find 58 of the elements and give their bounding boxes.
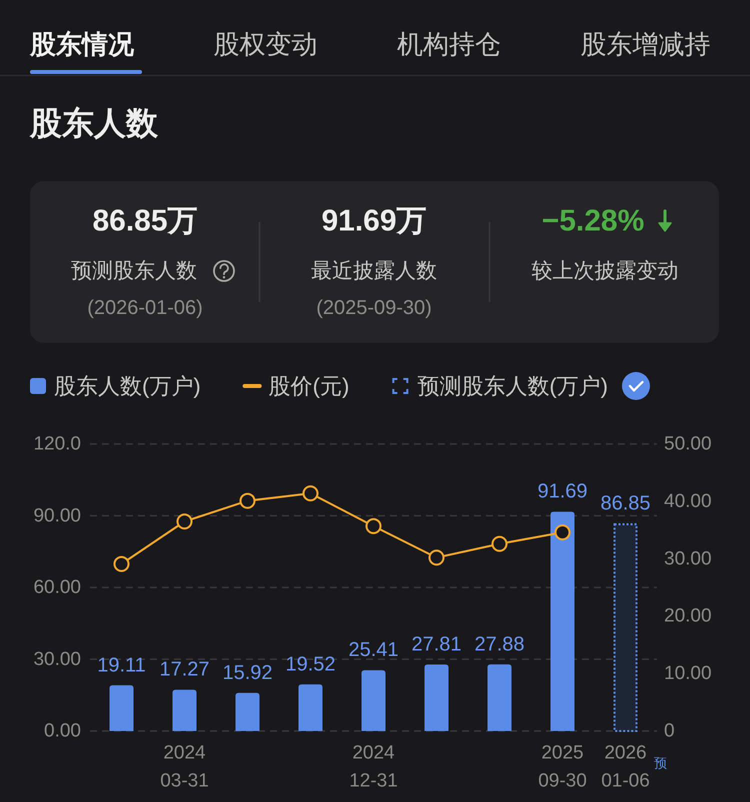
point xyxy=(114,556,130,572)
text: (2026-01-06) xyxy=(87,297,203,319)
y-tick-label: 30.00 xyxy=(33,648,81,670)
y2-tick-label: 40.00 xyxy=(664,490,712,512)
point xyxy=(554,524,570,540)
legend-label: 股东人数(万户) xyxy=(54,374,201,398)
y-tick-label: 120.0 xyxy=(33,434,81,454)
text: −5.28% xyxy=(542,204,644,238)
data-label: 19.11 xyxy=(97,654,146,676)
data-label: 25.41 xyxy=(348,639,399,662)
x-tick-label: 2025 09-30 xyxy=(538,742,587,792)
data-label: 15.92 xyxy=(222,662,273,684)
point xyxy=(366,518,382,534)
data-label: 27.88 xyxy=(474,633,525,656)
x-tick-label: 2024 03-31 xyxy=(160,742,209,792)
data-label: 27.81 xyxy=(411,633,462,656)
bar xyxy=(298,684,322,731)
y-tick-label: 60.00 xyxy=(33,577,81,598)
data-label: 19.52 xyxy=(285,653,336,676)
y2-tick-label: 50.00 xyxy=(664,434,712,454)
point xyxy=(428,550,444,566)
text: 91.69万 xyxy=(321,204,427,238)
legend-label: 股价(元) xyxy=(268,374,350,398)
bar xyxy=(110,685,134,731)
text: 较上次披露变动 xyxy=(532,260,678,282)
y-tick-label: 0.00 xyxy=(44,720,81,742)
y2-tick-label: 10.00 xyxy=(664,663,712,684)
point xyxy=(302,485,318,502)
x-tick-label: 2024 12-31 xyxy=(349,742,398,792)
chart-title: 股东人数 xyxy=(29,105,159,141)
bar xyxy=(550,512,574,731)
bar xyxy=(614,523,638,732)
text: 86.85万 xyxy=(92,204,198,238)
text: 预 xyxy=(654,756,667,770)
bar xyxy=(488,664,512,731)
text: 预测股东人数 xyxy=(71,260,197,282)
data-label: 91.69 xyxy=(537,480,588,503)
bar xyxy=(362,670,386,731)
y2-tick-label: 20.00 xyxy=(664,606,712,627)
tab-label: 股权变动 xyxy=(214,29,318,59)
tab-label: 机构持仓 xyxy=(397,29,501,59)
bar xyxy=(236,692,260,731)
data-label: 86.85 xyxy=(600,492,651,514)
point xyxy=(240,492,256,509)
y-tick-label: 90.00 xyxy=(33,505,81,526)
legend-label: 预测股东人数(万户) xyxy=(417,374,608,398)
data-label: 17.27 xyxy=(159,658,210,681)
text: 最近披露人数 xyxy=(311,260,437,282)
text: (2025-09-30) xyxy=(316,297,432,319)
y2-tick-label: 30.00 xyxy=(664,548,712,570)
bar xyxy=(424,664,448,731)
bar xyxy=(172,690,196,731)
tab-active: 股东情况 xyxy=(30,29,142,74)
x-tick-label: 2026 01-06 xyxy=(601,742,650,792)
y2-tick-label: 0 xyxy=(664,720,675,742)
point xyxy=(492,536,508,552)
point xyxy=(176,513,192,530)
tab-label: 股东增减持 xyxy=(580,29,710,59)
